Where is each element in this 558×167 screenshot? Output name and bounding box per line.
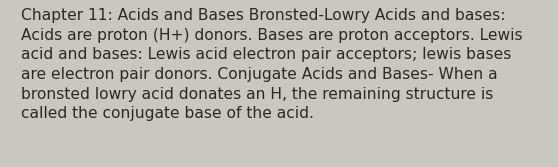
Text: Chapter 11: Acids and Bases Bronsted-Lowry Acids and bases:
Acids are proton (H+: Chapter 11: Acids and Bases Bronsted-Low… <box>21 8 523 121</box>
